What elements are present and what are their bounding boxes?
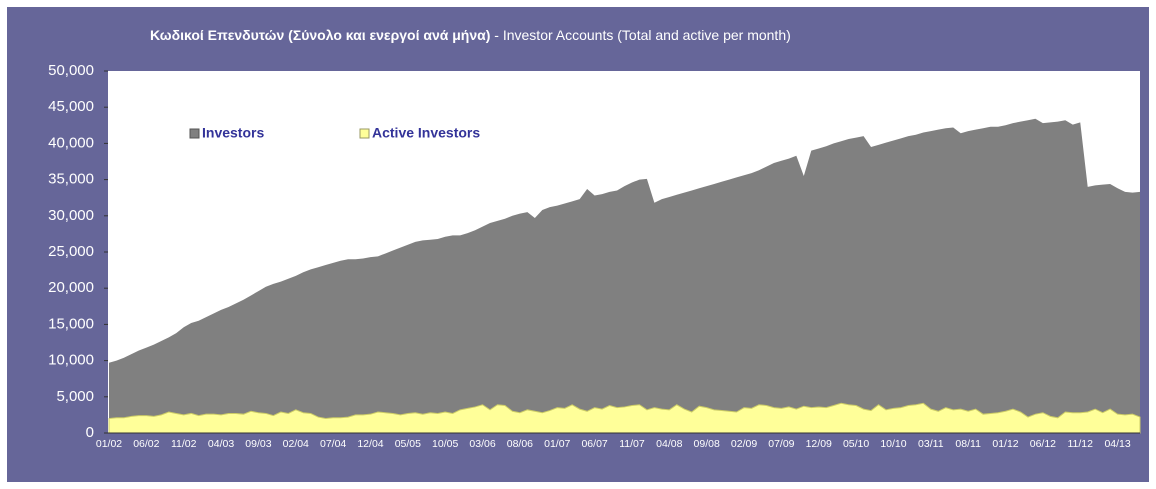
- x-tick-label: 10/05: [432, 438, 458, 450]
- x-tick-label: 11/12: [1067, 438, 1093, 450]
- x-tick-label: 05/10: [843, 438, 869, 450]
- x-tick-label: 01/12: [992, 438, 1018, 450]
- title-english: - Investor Accounts (Total and active pe…: [494, 27, 790, 43]
- x-tick-label: 11/02: [171, 438, 197, 450]
- x-tick-label: 04/08: [656, 438, 682, 450]
- y-tick-label: 5,000: [56, 388, 94, 405]
- y-tick-label: 45,000: [48, 98, 94, 115]
- title-greek: Κωδικοί Επενδυτών (Σύνολο και ενεργοί αν…: [150, 27, 490, 43]
- area: [109, 118, 1140, 433]
- y-tick-label: 50,000: [48, 62, 94, 79]
- x-tick-label: 05/05: [395, 438, 421, 450]
- chart-title: Κωδικοί Επενδυτών (Σύνολο και ενεργοί αν…: [150, 27, 791, 43]
- x-tick-label: 03/11: [918, 438, 944, 450]
- x-tick-label: 12/09: [806, 438, 832, 450]
- x-tick-label: 01/07: [544, 438, 570, 450]
- x-tick-label: 09/08: [694, 438, 720, 450]
- y-tick-label: 15,000: [48, 315, 94, 332]
- y-tick-label: 35,000: [48, 171, 94, 188]
- y-tick-label: 10,000: [48, 352, 94, 369]
- x-tick-label: 10/10: [880, 438, 906, 450]
- x-tick-label: 07/04: [320, 438, 346, 450]
- x-tick-label: 01/02: [96, 438, 122, 450]
- legend-swatch: [189, 128, 200, 139]
- legend-label: Investors: [202, 125, 264, 141]
- x-tick-label: 02/09: [731, 438, 757, 450]
- y-tick-label: 40,000: [48, 134, 94, 151]
- x-tick-label: 03/06: [469, 438, 495, 450]
- y-tick-label: 30,000: [48, 207, 94, 224]
- legend-swatch: [359, 128, 370, 139]
- x-tick-label: 06/07: [581, 438, 607, 450]
- x-tick-label: 04/03: [208, 438, 234, 450]
- y-tick-label: 0: [86, 424, 94, 441]
- x-tick-label: 08/11: [955, 438, 981, 450]
- x-tick-label: 06/02: [133, 438, 159, 450]
- x-tick-label: 07/09: [768, 438, 794, 450]
- legend-label: Active Investors: [372, 125, 480, 141]
- x-tick-label: 11/07: [619, 438, 645, 450]
- x-tick-label: 06/12: [1030, 438, 1056, 450]
- x-tick-label: 04/13: [1104, 438, 1130, 450]
- x-tick-label: 09/03: [245, 438, 271, 450]
- y-tick-label: 25,000: [48, 243, 94, 260]
- y-tick-label: 20,000: [48, 279, 94, 296]
- x-tick-label: 08/06: [507, 438, 533, 450]
- area: [108, 402, 1141, 434]
- x-tick-label: 02/04: [283, 438, 309, 450]
- x-tick-label: 12/04: [357, 438, 383, 450]
